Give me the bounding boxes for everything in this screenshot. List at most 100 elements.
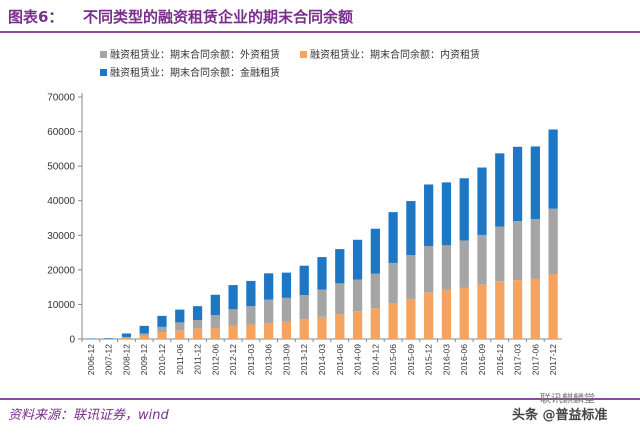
x-tick-label: 2013-09 [281,344,291,375]
x-tick-label: 2014-06 [335,344,345,375]
bar-segment-financial [281,272,292,298]
bar-segment-foreign [459,240,469,288]
bar-segment-domestic [530,278,540,339]
y-tick-label: 40000 [47,196,75,207]
bar-segment-foreign [370,273,380,309]
bar-segment-foreign [530,219,540,279]
x-tick-label: 2013-06 [264,344,274,375]
bar-segment-foreign [299,295,309,320]
bar-segment-financial [104,338,114,339]
watermark-text: 头条 @普益标准 [512,408,608,423]
bar-segment-domestic [335,314,345,339]
bar-segment-foreign [388,262,398,304]
x-tick-label: 2016-06 [459,344,469,375]
bar-segment-foreign [477,234,487,285]
bar-segment-financial [512,146,523,222]
bar-segment-foreign [157,326,167,333]
y-tick-label: 20000 [47,265,75,276]
bar-segment-financial [530,146,540,220]
bar-segment-financial [299,265,309,296]
bar-segment-foreign [424,246,434,293]
legend-item-financial: 融资租赁业：期末合同余额：金融租赁 [100,64,280,79]
bar-segment-financial [370,228,380,274]
bar-segment-foreign [352,279,363,312]
x-tick-label: 2015-12 [424,344,434,375]
bar-segment-financial [548,129,558,209]
y-tick-label: 50000 [47,162,75,173]
bar-segment-financial [210,294,220,316]
bar-segment-domestic [192,328,203,339]
header-divider [0,31,640,33]
footer-divider [0,398,640,400]
bar-segment-foreign [335,283,345,315]
bar-segment-domestic [228,325,238,339]
bar-segment-foreign [548,208,558,275]
bar-segment-domestic [281,321,292,339]
bar-segment-foreign [264,299,274,324]
bar-segment-domestic [388,303,398,339]
legend-swatch [100,51,107,58]
legend-swatch [100,69,107,76]
bar-segment-foreign [495,226,505,282]
legend-label: 融资租赁业：期末合同余额：外资租赁 [110,50,280,61]
chart-title: 不同类型的融资租赁企业的期末合同余额 [83,8,354,26]
bar-segment-financial [317,257,327,290]
x-tick-label: 2011-06 [175,344,185,375]
bar-segment-foreign [281,297,292,322]
bar-segment-domestic [121,337,132,339]
bar-segment-financial [477,167,487,235]
bar-segment-foreign [121,336,132,338]
x-tick-label: 2013-12 [299,344,309,375]
bar-segment-financial [406,201,416,255]
bar-segment-domestic [264,323,274,339]
watermark-overlay: 联讯麒麟堂 [540,392,595,405]
y-tick-label: 30000 [47,231,75,242]
x-tick-label: 2016-09 [477,344,487,375]
bar-segment-domestic [512,280,523,339]
x-tick-label: 2014-12 [370,344,380,375]
y-tick-label: 0 [69,335,75,346]
bar-segment-foreign [139,333,149,336]
bar-segment-domestic [370,308,380,339]
bar-segment-foreign [228,309,238,326]
figure-header: 图表6： 不同类型的融资租赁企业的期末合同余额 [0,0,640,30]
bar-segment-financial [139,325,149,334]
bar-segment-domestic [495,281,505,339]
bar-segment-foreign [317,289,327,317]
legend-swatch [300,51,307,58]
bar-segment-financial [441,182,452,246]
x-tick-label: 2010-12 [157,344,167,375]
x-tick-label: 2014-09 [353,344,363,375]
x-tick-label: 2013-03 [246,344,256,375]
stacked-bar-chart: 0 10000 20000 30000 40000 50000 60000 70000 2006… [47,93,562,375]
bar-segment-foreign [175,322,185,331]
bar-segment-financial [459,178,469,241]
bar-segment-domestic [477,284,487,339]
bar-segment-domestic [175,330,185,339]
x-tick-label: 2006-12 [86,344,96,375]
x-tick-label: 2017-12 [548,344,558,375]
bar-segment-foreign [406,254,416,300]
x-tick-label: 2015-06 [388,344,398,375]
bar-segment-domestic [459,287,469,339]
bar-segment-financial [246,280,256,307]
bar-segment-domestic [246,324,256,339]
x-tick-label: 2011-12 [193,344,203,375]
bar-segment-domestic [210,327,220,339]
y-tick-label: 10000 [47,300,75,311]
bar-segment-financial [424,184,434,247]
legend-item-foreign: 融资租赁业：期末合同余额：外资租赁 [100,46,280,61]
figure-label: 图表6： [8,8,64,26]
bar-segment-domestic [406,299,416,339]
bar-segment-financial [121,333,132,337]
bar-segment-financial [175,309,185,323]
bar-segment-domestic [157,332,167,339]
bar-segment-domestic [441,289,452,339]
legend-item-domestic: 融资租赁业：期末合同余额：内资租赁 [300,46,480,61]
bar-segment-domestic [317,316,327,339]
x-tick-label: 2017-03 [513,344,523,375]
x-tick-label: 2012-06 [210,344,220,375]
bar-segment-domestic [299,319,309,339]
bar-segment-domestic [548,274,558,339]
x-tick-label: 2012-12 [228,344,238,375]
